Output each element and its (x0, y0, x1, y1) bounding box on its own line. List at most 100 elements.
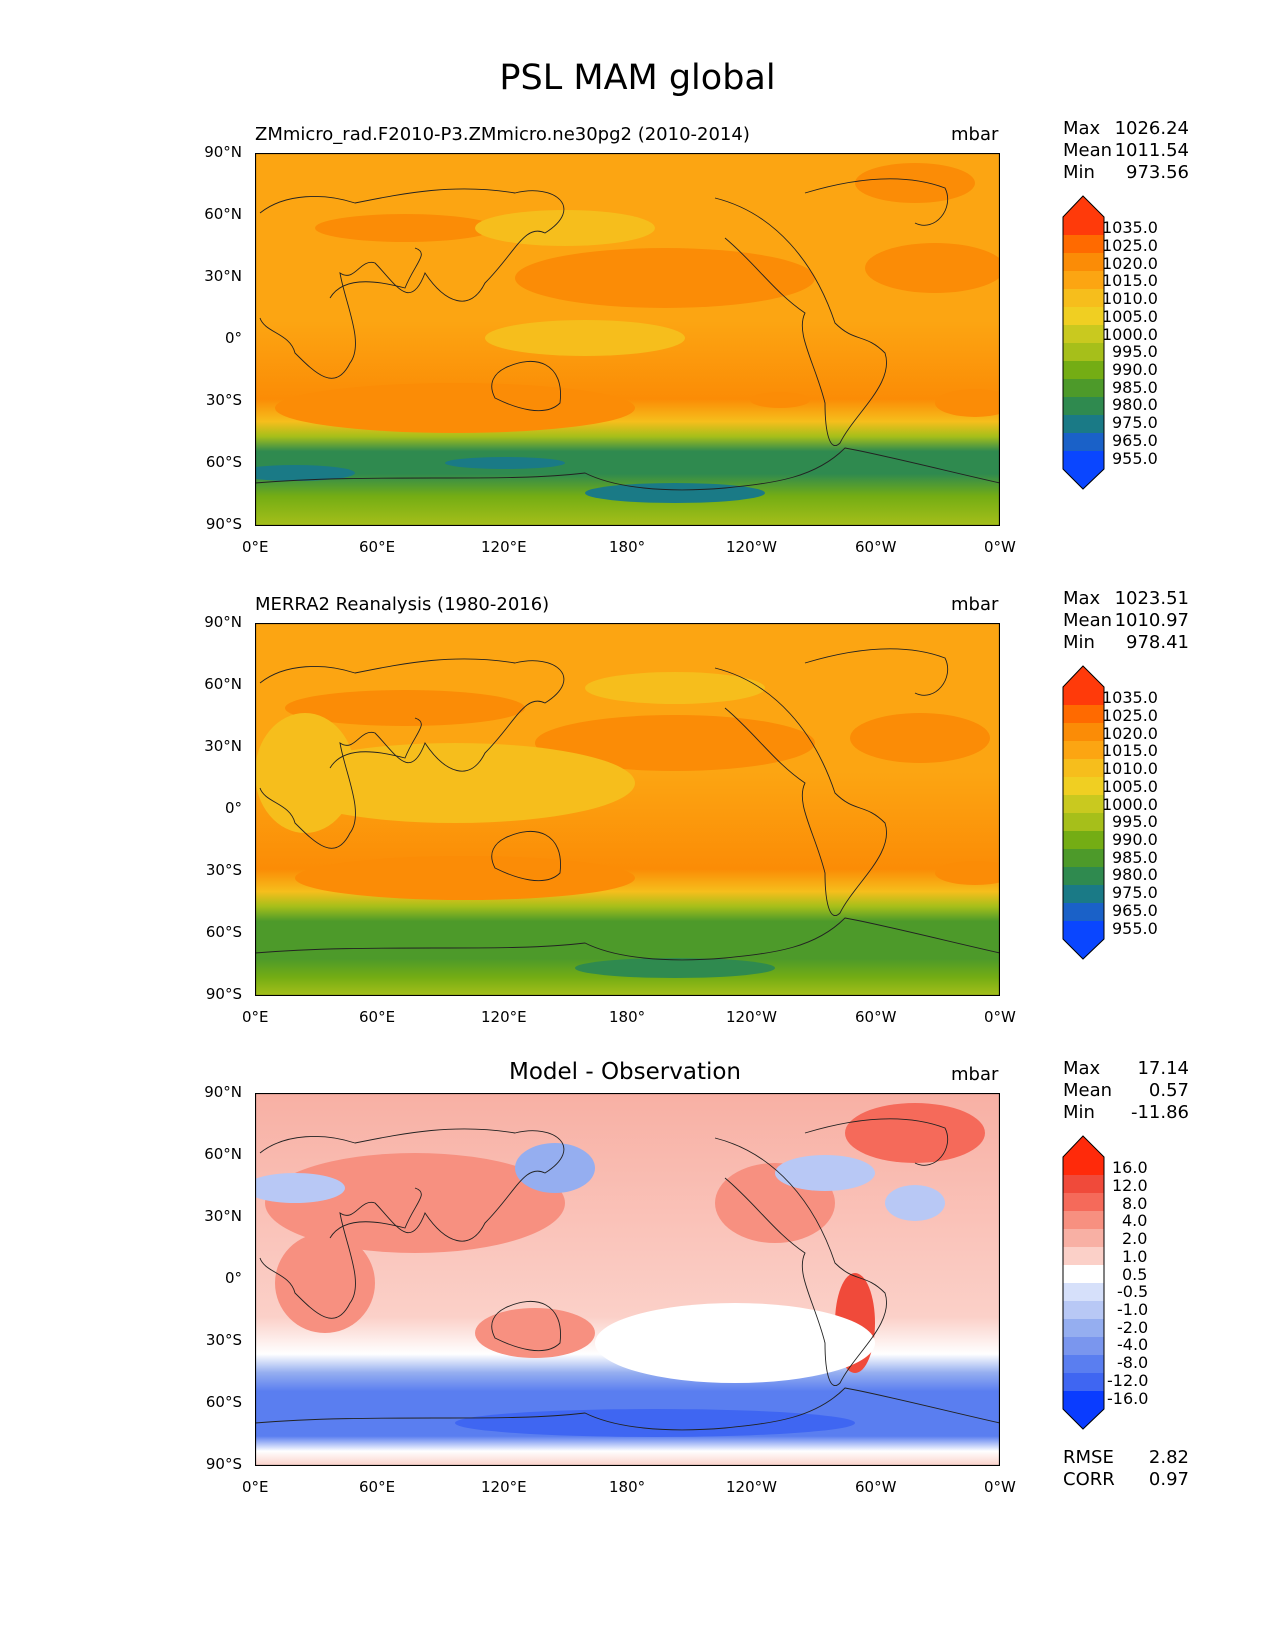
colorbar-segment (1063, 1136, 1104, 1175)
diff-neutral-pacific (595, 1303, 875, 1383)
colorbar-segment (1063, 759, 1104, 778)
psl-high-greenland (855, 163, 975, 203)
diff-positive-australia (475, 1308, 595, 1358)
panel-2-max-value: 1023.51 (1114, 588, 1189, 609)
p3-lat-tick-30s: 30°S (205, 1331, 242, 1349)
p1-lon-tick-120e: 120°E (481, 538, 527, 556)
panel-2-frame (255, 623, 1000, 996)
psl-high-south-atlantic (935, 861, 1000, 885)
p2-cbar-label-6: 1000.0 (1102, 795, 1158, 814)
p1-lat-tick-60s: 60°S (205, 453, 242, 471)
panel-3-colorbar (1062, 1135, 1105, 1430)
p1-cbar-label-4: 1010.0 (1102, 289, 1158, 308)
psl-high-south-indian (275, 383, 635, 433)
p3-lat-tick-60s: 60°S (205, 1393, 242, 1411)
diff-negative-labrador (885, 1185, 945, 1221)
p1-lon-tick-60e: 60°E (359, 538, 396, 556)
psl-low-southern-ocean-1 (255, 465, 355, 481)
colorbar-segment (1063, 433, 1104, 452)
p2-lon-tick-0e: 0°E (242, 1008, 269, 1026)
p1-lat-tick-0: 0° (224, 329, 242, 347)
p3-cbar-label-8: -1.0 (1117, 1300, 1149, 1319)
p3-cbar-label-10: -4.0 (1117, 1335, 1149, 1354)
psl-high-siberia (285, 690, 525, 726)
psl-high-azores (850, 713, 990, 763)
diff-negative-okhotsk (515, 1143, 595, 1193)
colorbar-segment (1063, 343, 1104, 362)
colorbar-segment (1063, 1301, 1104, 1320)
p2-cbar-label-0: 1035.0 (1102, 688, 1158, 707)
p2-lon-tick-60e: 60°E (359, 1008, 396, 1026)
colorbar-segment (1063, 849, 1104, 868)
panel-3-units: mbar (951, 1064, 999, 1085)
psl-low-africa (255, 713, 355, 833)
colorbar-segment (1063, 397, 1104, 416)
p1-cbar-label-1: 1025.0 (1102, 236, 1158, 255)
p3-cbar-label-0: 16.0 (1112, 1158, 1148, 1177)
psl-low-southern-ocean-3 (585, 483, 765, 503)
colorbar-segment (1063, 196, 1104, 235)
p2-cbar-label-8: 990.0 (1112, 830, 1158, 849)
figure-title: PSL MAM global (499, 58, 776, 98)
colorbar-segment (1063, 1229, 1104, 1248)
coastlines (255, 1118, 1000, 1431)
panel-1-mean-value: 1011.54 (1114, 140, 1189, 161)
p1-lon-tick-0w: 0°W (984, 538, 1016, 556)
panel-1-min-label: Min (1063, 162, 1095, 183)
p2-lon-tick-120w: 120°W (726, 1008, 777, 1026)
panel-3-map (255, 1093, 1000, 1466)
colorbar-segment (1063, 1211, 1104, 1230)
p2-lon-tick-180: 180° (609, 1008, 646, 1026)
panel-3-mean-label: Mean (1063, 1080, 1113, 1101)
p1-cbar-label-9: 985.0 (1112, 378, 1158, 397)
p3-cbar-label-9: -2.0 (1117, 1318, 1149, 1337)
p3-lat-tick-90n: 90°N (204, 1083, 242, 1101)
p1-lat-tick-90n: 90°N (204, 143, 242, 161)
p3-cbar-label-13: -16.0 (1107, 1389, 1149, 1408)
colorbar-segment (1063, 1265, 1104, 1284)
colorbar-segment (1063, 705, 1104, 724)
psl-high-south-atlantic (935, 389, 1000, 417)
p2-cbar-label-3: 1015.0 (1102, 741, 1158, 760)
p1-cbar-label-3: 1015.0 (1102, 271, 1158, 290)
p2-lon-tick-120e: 120°E (481, 1008, 527, 1026)
p1-cbar-label-11: 975.0 (1112, 413, 1158, 432)
p1-lat-tick-90s: 90°S (205, 515, 242, 533)
panel-1-max-value: 1026.24 (1114, 118, 1189, 139)
panel-2-title: MERRA2 Reanalysis (1980-2016) (255, 594, 550, 615)
panel-2-min-value: 978.41 (1126, 632, 1189, 653)
colorbar-segment (1063, 271, 1104, 290)
p3-lon-tick-120e: 120°E (481, 1478, 527, 1496)
colorbar-segment (1063, 885, 1104, 904)
p3-lon-tick-180: 180° (609, 1478, 646, 1496)
p2-lat-tick-90n: 90°N (204, 613, 242, 631)
colorbar-segment (1063, 741, 1104, 760)
colorbar-segment (1063, 325, 1104, 344)
p1-cbar-label-10: 980.0 (1112, 395, 1158, 414)
psl-low-aleutian (475, 210, 655, 246)
colorbar-segment (1063, 1355, 1104, 1374)
p2-cbar-label-1: 1025.0 (1102, 706, 1158, 725)
diff-negative-southern-ocean (455, 1409, 855, 1437)
p3-cbar-label-2: 8.0 (1122, 1194, 1148, 1213)
colorbar-segment (1063, 235, 1104, 254)
colorbar-segment (1063, 777, 1104, 796)
panel-2-max-label: Max (1063, 588, 1101, 609)
p3-lat-tick-0: 0° (224, 1269, 242, 1287)
p2-cbar-label-2: 1020.0 (1102, 724, 1158, 743)
psl-low-tropics (275, 743, 635, 823)
colorbar-segment (1063, 666, 1104, 705)
colorbar-segment (1063, 723, 1104, 742)
p1-cbar-label-12: 965.0 (1112, 431, 1158, 450)
panel-1-colorbar (1062, 195, 1105, 490)
p3-lon-tick-60w: 60°W (855, 1478, 897, 1496)
panel-2-mean-label: Mean (1063, 610, 1113, 631)
p2-lat-tick-30s: 30°S (205, 861, 242, 879)
panel-3-max-value: 17.14 (1137, 1058, 1189, 1079)
p2-lat-tick-60n: 60°N (204, 675, 242, 693)
psl-low-southern-ocean-2 (445, 457, 565, 469)
p1-cbar-label-8: 990.0 (1112, 360, 1158, 379)
diff-positive-africa (275, 1233, 375, 1333)
panel-2-units: mbar (951, 594, 999, 615)
panel-3-min-label: Min (1063, 1102, 1095, 1123)
